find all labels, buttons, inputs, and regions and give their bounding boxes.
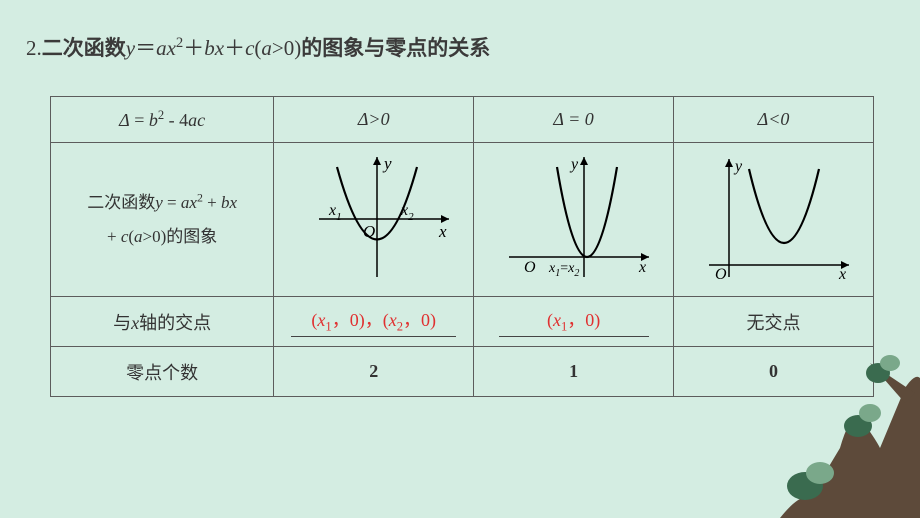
svg-text:x2: x2 [400,202,414,223]
ri-l2: 轴的交点 [139,313,211,333]
parabola-two-roots: y x O x1 x2 [289,147,459,287]
heading-pre: 二次函数 [42,37,126,60]
page-heading: 2.二次函数y＝ax2＋bx＋c(a>0)的图象与零点的关系 [26,32,490,62]
hd-b: b [149,110,158,130]
h-p2: ＋ [224,36,245,60]
g1-xl: x [438,222,447,241]
g2-x2s: 2 [574,268,579,279]
ri-l1: 与 [113,313,131,333]
row-func-label: 二次函数y = ax2 + bx + c(a>0)的图象 [51,143,274,297]
rf-x3: x [229,193,237,212]
hd-a: a [188,110,197,130]
count-v1: 2 [274,347,474,397]
hc3: Δ<0 [758,109,790,129]
graph-cell-2: y x O x1=x2 [474,143,674,297]
h-b: b [204,36,215,60]
count-v2: 1 [474,347,674,397]
g2-yl: y [569,156,579,173]
main-table-wrap: Δ = b2 - 4ac Δ>0 Δ = 0 Δ<0 二次函数y = ax2 +… [50,96,874,397]
rf-eq: = [163,193,181,212]
h-c: c [245,36,254,60]
h-eq: ＝ [135,36,156,60]
table-graph-row: 二次函数y = ax2 + bx + c(a>0)的图象 y x O x1 x2 [51,143,874,297]
v2x: x [553,310,561,330]
rf-p2: + [107,227,121,246]
intersect-v1-text: (x1，0)，(x2，0) [291,306,456,338]
v1bx: x [389,310,397,330]
parabola-no-root: y x O [689,147,859,287]
rf-a2: a [134,227,143,246]
hd-c: c [197,110,205,130]
g3-ol: O [715,266,727,283]
header-col-eq0: Δ = 0 [474,97,674,143]
rf-gt: >0)的图象 [143,227,218,246]
intersect-v2: (x1，0) [474,297,674,347]
cv3: 0 [769,361,778,381]
hd-d: Δ [119,110,130,130]
svg-text:x1=x2: x1=x2 [548,261,579,279]
v1am: ，0)，( [332,310,389,330]
g2-xl: x [638,259,646,276]
header-delta-expr: Δ = b2 - 4ac [51,97,274,143]
hc1: Δ>0 [358,109,390,129]
h-a: a [156,36,167,60]
heading-post: 的图象与零点的关系 [301,37,490,60]
hd-m: - 4 [164,110,188,130]
table-intersect-row: 与x轴的交点 (x1，0)，(x2，0) (x1，0) 无交点 [51,297,874,347]
intersect-v2-text: (x1，0) [499,306,649,338]
v2r: ，0) [567,310,600,330]
ri-lx: x [131,313,139,333]
g2-eq: = [560,261,568,276]
g1-x2s: 2 [408,211,414,223]
graph-cell-1: y x O x1 x2 [274,143,474,297]
h-x: x [167,36,176,60]
intersect-v1: (x1，0)，(x2，0) [274,297,474,347]
header-col-gt0: Δ>0 [274,97,474,143]
cv1: 2 [369,361,378,381]
h-gt: >0) [272,36,301,60]
rf-p: + [203,193,221,212]
v1br: ，0) [403,310,436,330]
svg-text:x1: x1 [328,202,342,223]
graph-cell-3: y x O [674,143,874,297]
g1-x1s: 1 [336,211,342,223]
parabola-one-root: y x O x1=x2 [489,147,659,287]
table-count-row: 零点个数 2 1 0 [51,347,874,397]
g1-ol: O [363,222,375,241]
intersect-v3: 无交点 [674,297,874,347]
h-ca: a [261,36,272,60]
g3-yl: y [733,158,743,175]
cv2: 1 [569,361,578,381]
h-p1: ＋ [183,36,204,60]
h-x2: x [215,36,224,60]
row-inter-label: 与x轴的交点 [51,297,274,347]
g2-ol: O [524,259,536,276]
v3t: 无交点 [747,313,801,333]
g1-yl: y [382,154,392,173]
header-col-lt0: Δ<0 [674,97,874,143]
g1-x2l: x [400,202,408,219]
rf-pre: 二次函数 [87,193,155,212]
heading-num: 2. [26,36,42,60]
table-header-row: Δ = b2 - 4ac Δ>0 Δ = 0 Δ<0 [51,97,874,143]
row-count-label: 零点个数 [51,347,274,397]
hd-eq: = [130,110,149,130]
g3-xl: x [838,266,846,283]
rf-x: x [189,193,197,212]
hc2: Δ = 0 [553,109,593,129]
g1-x1l: x [328,202,336,219]
rf-y: y [155,193,163,212]
main-table: Δ = b2 - 4ac Δ>0 Δ = 0 Δ<0 二次函数y = ax2 +… [50,96,874,397]
h-y: y [126,36,135,60]
count-v3: 0 [674,347,874,397]
